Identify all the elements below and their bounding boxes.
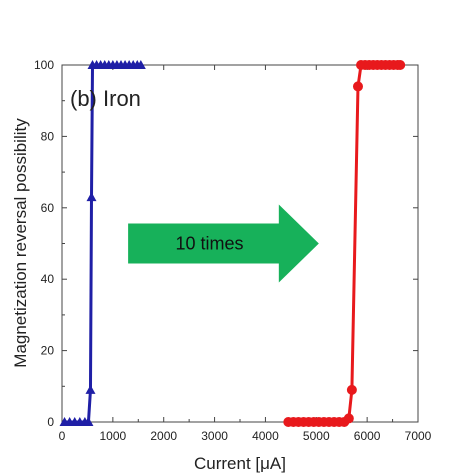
x-tick-label: 1000 (100, 429, 127, 443)
y-tick-label: 20 (41, 344, 55, 358)
x-tick-label: 3000 (201, 429, 228, 443)
ticks: 0 1000 2000 3000 4000 5000 6000 7000 0 20 40 60 80 10… (34, 58, 432, 443)
annotation-text: 10 times (175, 234, 243, 254)
data-point (343, 413, 354, 424)
data-point (85, 384, 96, 394)
panel-label: (b) Iron (70, 86, 141, 111)
y-tick-label: 0 (47, 415, 54, 429)
series-circle (283, 60, 406, 427)
data-point (83, 417, 94, 426)
data-point (135, 60, 146, 69)
x-tick-label: 5000 (303, 429, 330, 443)
y-axis-label: Magnetization reversal possibility (11, 118, 30, 368)
data-point (395, 60, 406, 70)
y-tick-label: 100 (34, 58, 54, 72)
x-tick-label: 4000 (252, 429, 279, 443)
series-triangle (59, 60, 146, 426)
data-point (346, 384, 357, 395)
annotation-layer: 10 times (128, 204, 319, 283)
x-tick-label: 0 (59, 429, 66, 443)
data-point (352, 81, 363, 92)
y-tick-label: 80 (41, 129, 55, 143)
series-layer (59, 60, 406, 427)
x-axis-label: Current [μA] (194, 454, 286, 473)
x-tick-label: 7000 (405, 429, 432, 443)
x-tick-label: 6000 (354, 429, 381, 443)
annotation-arrow (128, 204, 319, 283)
x-tick-label: 2000 (150, 429, 177, 443)
y-tick-label: 40 (41, 272, 55, 286)
y-tick-label: 60 (41, 201, 55, 215)
data-point (86, 192, 97, 202)
